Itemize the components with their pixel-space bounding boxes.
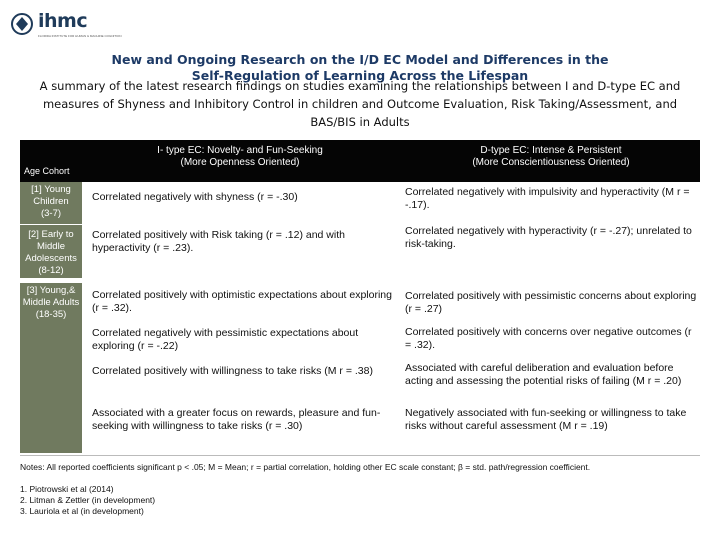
cohort-ref: [2]	[28, 229, 39, 240]
page-title-line2: Self-Regulation of Learning Across the L…	[191, 68, 529, 83]
cohort-cell-bg	[20, 283, 82, 453]
dtype-cell-3: Correlated positively with pessimistic c…	[405, 290, 697, 315]
itype-cell-5: Correlated positively with willingness t…	[92, 365, 373, 377]
cohort-cell-bg	[20, 225, 82, 278]
cohort-adults: [3] Young,& Middle Adults (18-35)	[20, 285, 82, 321]
header-dtype: D-type EC: Intense & Persistent (More Co…	[402, 145, 700, 169]
reference-item: 3. Lauriola et al (in development)	[20, 506, 144, 516]
table-header	[20, 140, 700, 182]
header-itype: I- type EC: Novelty- and Fun-Seeking (Mo…	[90, 145, 390, 169]
cohort-range: (3-7)	[40, 208, 62, 219]
cohort-label: Early to Middle Adolescents	[25, 229, 77, 264]
summary-text: A summary of the latest research finding…	[39, 79, 681, 129]
reference-item: 2. Litman & Zettler (in development)	[20, 495, 156, 505]
cohort-ref: [3]	[26, 285, 38, 296]
table-notes: Notes: All reported coefficients signifi…	[20, 462, 591, 472]
ihmc-logo-icon	[11, 13, 33, 35]
header-dtype-line1: D-type EC: Intense & Persistent	[480, 145, 622, 156]
dtype-cell-1: Correlated negatively with impulsivity a…	[405, 186, 690, 211]
cohort-cell-bg	[20, 182, 82, 224]
logo-text: ihmc	[38, 10, 88, 32]
dtype-cell-2: Correlated negatively with hyperactivity…	[405, 225, 692, 250]
header-dtype-line2: (More Conscientiousness Oriented)	[472, 157, 630, 168]
cohort-young-children: [1] Young Children (3-7)	[20, 184, 82, 220]
dtype-cell-4: Correlated positively with concerns over…	[405, 326, 692, 351]
itype-cell-1: Correlated negatively with shyness (r = …	[92, 191, 298, 203]
cohort-range: (8-12)	[38, 265, 64, 276]
page-title-line1: New and Ongoing Research on the I/D EC M…	[111, 52, 609, 67]
header-itype-line2: (More Openness Oriented)	[180, 157, 300, 168]
cohort-adolescents: [2] Early to Middle Adolescents (8-12)	[20, 229, 82, 277]
references-list: 1. Piotrowski et al (2014) 2. Litman & Z…	[20, 484, 155, 517]
dtype-cell-6: Negatively associated with fun-seeking o…	[405, 407, 687, 432]
cohort-label: Young Children	[33, 184, 71, 207]
cohort-range: (18-35)	[35, 309, 67, 320]
reference-item: 1. Piotrowski et al (2014)	[20, 484, 114, 494]
itype-cell-2: Correlated positively with Risk taking (…	[92, 229, 345, 254]
header-age-cohort: Age Cohort	[24, 166, 70, 176]
itype-cell-4: Correlated negatively with pessimistic e…	[92, 327, 359, 352]
itype-cell-3: Correlated positively with optimistic ex…	[92, 289, 392, 314]
ihmc-logo: ihmc FLORIDA INSTITUTE FOR HUMAN & MACHI…	[10, 8, 130, 38]
cohort-label: Young,& Middle Adults	[22, 285, 80, 308]
cohort-ref: [1]	[31, 184, 42, 195]
notes-divider	[20, 455, 700, 456]
itype-cell-6: Associated with a greater focus on rewar…	[92, 407, 381, 432]
header-itype-line1: I- type EC: Novelty- and Fun-Seeking	[157, 145, 323, 156]
logo-subtitle: FLORIDA INSTITUTE FOR HUMAN & MACHINE CO…	[38, 34, 122, 38]
dtype-cell-5: Associated with careful deliberation and…	[405, 362, 682, 387]
